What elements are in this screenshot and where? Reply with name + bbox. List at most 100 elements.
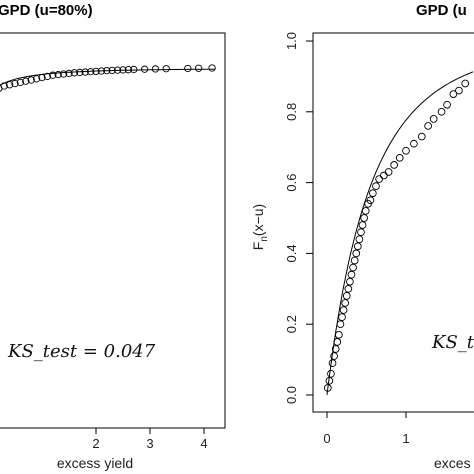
left-data-point <box>59 70 68 78</box>
left-data-point <box>76 68 84 77</box>
right-data-point <box>417 132 426 141</box>
left-data-point <box>208 64 216 72</box>
left-data-point <box>103 66 111 75</box>
right-data-point <box>333 338 342 346</box>
left-data-point <box>140 65 149 73</box>
left-data-point <box>130 65 138 74</box>
left-data-point <box>54 70 62 79</box>
right-panel: GPD (u 0.0 0.2 0.4 0.6 0.8 1.0 Fn(x−u) KS_t 0… <box>250 2 474 471</box>
right-data-point <box>346 277 354 286</box>
left-ks-annotation: KS_test = 0.047 <box>7 341 156 362</box>
right-data-point <box>335 330 343 339</box>
right-data-point <box>336 320 345 329</box>
right-data-point <box>402 146 410 155</box>
right-data-point <box>347 270 356 279</box>
right-data-point <box>349 263 357 272</box>
right-data-point <box>375 175 383 183</box>
right-y-ticks: 0.0 0.2 0.4 0.6 0.8 1.0 <box>284 32 313 404</box>
left-data-point <box>108 66 116 75</box>
left-data-point <box>32 75 41 83</box>
left-fit-curve <box>0 68 215 86</box>
right-data-point <box>330 352 338 360</box>
right-y-tick-label: 0.8 <box>284 103 299 121</box>
right-data-point <box>357 228 365 237</box>
left-data-point <box>124 66 133 74</box>
right-data-point <box>342 292 351 300</box>
right-y-axis-label: Fn(x−u) <box>250 204 270 250</box>
left-data-points <box>0 64 216 92</box>
right-x-tick-label: 1 <box>402 431 409 446</box>
right-y-tick-label: 0.4 <box>284 244 299 262</box>
left-data-point <box>27 76 35 84</box>
left-x-axis-label: excess yield <box>57 455 133 471</box>
right-data-point <box>461 79 470 88</box>
right-data-point <box>339 306 348 314</box>
left-x-tick-label: 3 <box>146 436 153 451</box>
right-data-point <box>390 161 399 169</box>
right-data-point <box>327 369 335 378</box>
right-data-point <box>358 221 367 229</box>
right-data-point <box>429 115 438 123</box>
left-panel: GPD (u=80%) KS_test = 0.047 2 3 4 excess y… <box>0 2 226 471</box>
left-plot-frame <box>0 32 226 429</box>
right-data-point <box>368 189 377 198</box>
left-data-point <box>151 65 160 73</box>
left-data-point <box>65 69 73 78</box>
right-plot-frame <box>312 32 474 413</box>
left-data-point <box>5 81 14 89</box>
left-data-point <box>97 67 106 75</box>
right-data-point <box>424 122 432 130</box>
right-data-point <box>352 249 361 258</box>
right-data-point <box>410 139 418 148</box>
left-chart-title: GPD (u=80%) <box>0 2 93 19</box>
left-data-point <box>49 71 57 79</box>
right-y-tick-label: 1.0 <box>284 32 299 50</box>
right-fit-curve <box>326 71 474 396</box>
right-data-point <box>338 313 346 321</box>
right-x-axis-label: exces <box>434 455 471 471</box>
left-data-point <box>184 64 192 73</box>
left-data-point <box>92 67 100 76</box>
left-data-point <box>81 68 89 76</box>
right-data-point <box>443 100 451 109</box>
right-fit-curve-group <box>326 71 474 396</box>
right-data-point <box>372 182 380 190</box>
right-ks-annotation: KS_t <box>431 332 474 353</box>
left-data-point <box>22 77 30 85</box>
left-data-point <box>16 78 25 87</box>
right-data-point <box>395 153 404 162</box>
right-y-tick-label: 0.6 <box>284 174 299 192</box>
right-data-point <box>350 256 359 265</box>
left-x-tick-label: 4 <box>200 436 207 451</box>
left-data-point <box>86 68 95 76</box>
left-data-point <box>162 65 170 73</box>
right-data-point <box>384 168 393 176</box>
left-data-point <box>113 66 122 74</box>
right-data-point <box>360 214 368 222</box>
right-data-point <box>328 359 337 367</box>
right-data-point <box>437 107 446 116</box>
left-data-point <box>38 73 46 82</box>
left-data-point <box>0 82 8 90</box>
right-data-point <box>325 376 334 385</box>
left-fit-curve-group <box>0 68 215 86</box>
right-data-point <box>353 242 362 251</box>
left-x-tick-label: 2 <box>92 436 99 451</box>
left-data-point <box>194 64 203 72</box>
left-data-point <box>43 72 52 81</box>
right-data-point <box>380 171 388 180</box>
right-data-point <box>323 384 332 392</box>
left-data-point <box>11 79 19 88</box>
right-data-points <box>323 79 470 392</box>
left-x-ticks: 2 3 4 <box>92 428 208 451</box>
right-data-point <box>344 284 353 293</box>
right-chart-title: GPD (u <box>416 2 467 19</box>
right-data-point <box>341 299 350 307</box>
left-data-point <box>119 66 127 74</box>
right-data-point <box>355 235 364 244</box>
right-data-point <box>331 345 340 353</box>
right-y-tick-label: 0.0 <box>284 386 299 404</box>
right-data-point <box>455 86 463 95</box>
